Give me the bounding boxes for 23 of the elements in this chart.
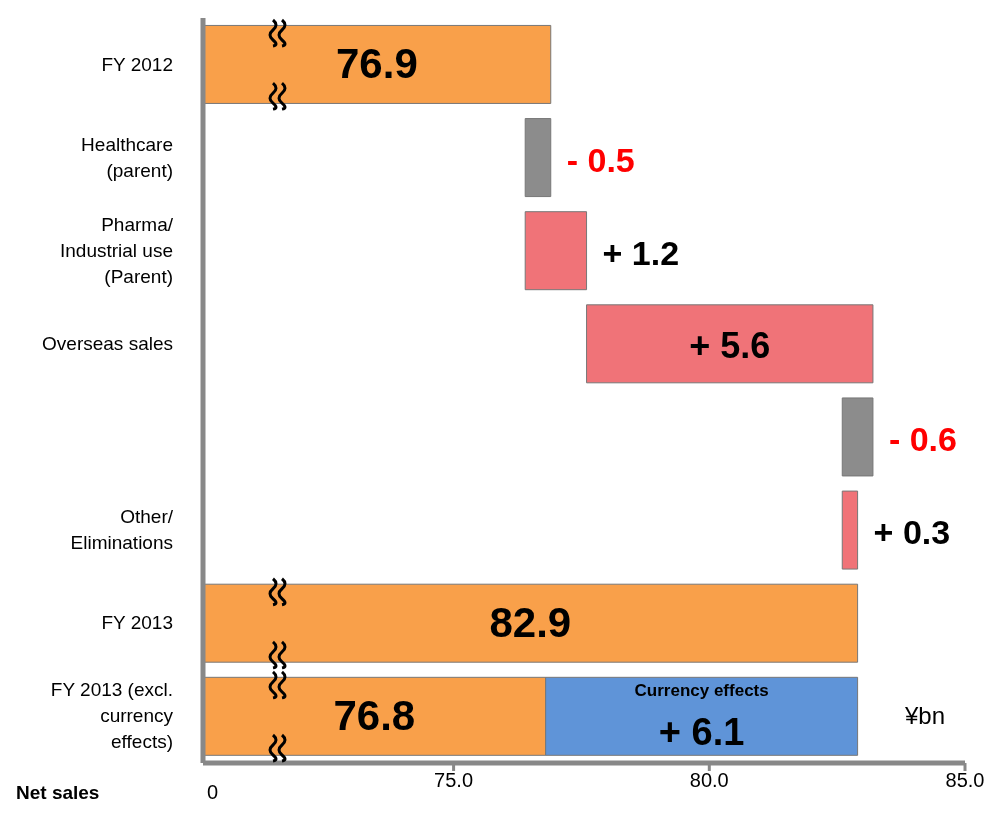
data-label: + 0.3 <box>873 513 951 552</box>
y-tick-label: FY 2013 <box>101 612 173 634</box>
annotation: ¥bn <box>904 702 946 730</box>
y-tick-label: FY 2013 (excl. currency effects) <box>50 679 174 753</box>
y-tick-label: Healthcare (parent) <box>81 133 173 181</box>
y-tick-label: Other/ Eliminations <box>70 506 174 554</box>
y-tick-label: Overseas sales <box>42 332 173 354</box>
x-tick-label: 80.0 <box>689 769 729 792</box>
data-label: 82.9 <box>489 599 572 647</box>
series-label: Currency effects <box>634 680 769 700</box>
data-label: - 0.5 <box>566 140 635 179</box>
y-tick-label: Pharma/ Industrial use (Parent) <box>59 213 174 287</box>
data-label: 76.9 <box>336 40 418 88</box>
x-axis-title: Net sales <box>16 782 100 803</box>
data-label: + 1.2 <box>602 233 680 272</box>
x-tick-label: 75.0 <box>434 769 474 792</box>
x-tick-label: 85.0 <box>945 769 985 792</box>
data-label: - 0.6 <box>888 419 957 458</box>
y-tick-label: FY 2012 <box>101 53 173 75</box>
text: 0 <box>207 781 219 803</box>
data-label: + 5.6 <box>689 324 771 366</box>
data-label: + 6.1 <box>658 711 745 754</box>
data-label: 76.8 <box>333 692 416 740</box>
